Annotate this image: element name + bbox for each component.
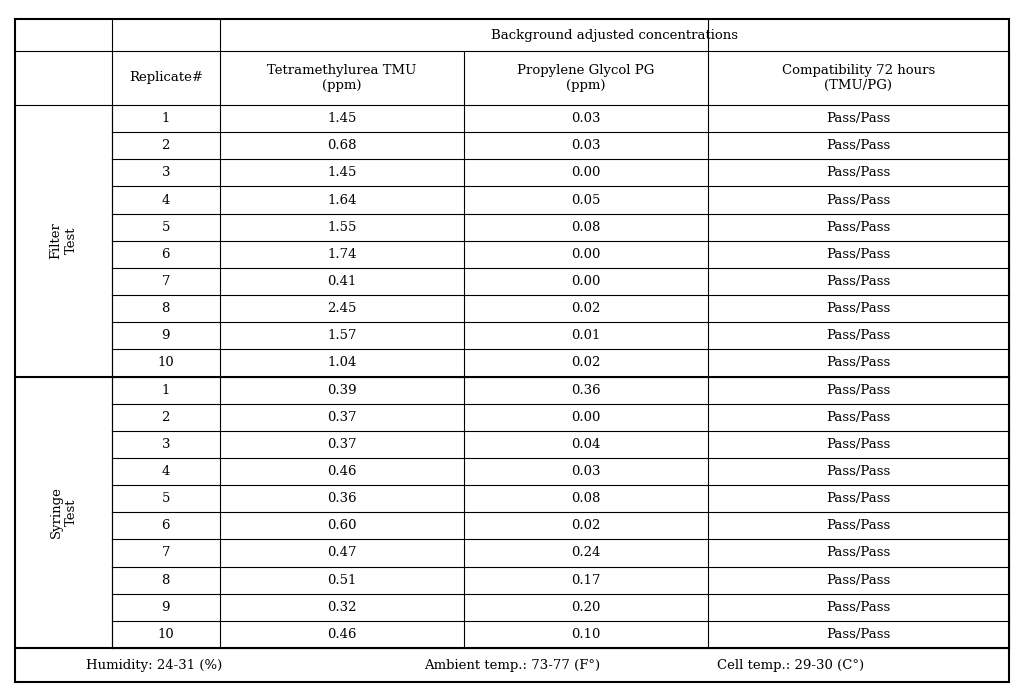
Text: Tetramethylurea TMU
(ppm): Tetramethylurea TMU (ppm) xyxy=(267,64,417,92)
Text: 0.04: 0.04 xyxy=(571,438,600,451)
Text: 10: 10 xyxy=(158,628,174,641)
Text: 1.04: 1.04 xyxy=(327,357,356,370)
Text: Replicate#: Replicate# xyxy=(129,72,203,84)
Text: 0.32: 0.32 xyxy=(327,600,356,614)
Text: Pass/Pass: Pass/Pass xyxy=(826,357,890,370)
Text: 0.51: 0.51 xyxy=(327,573,356,587)
Text: 0.00: 0.00 xyxy=(571,248,600,261)
Text: Pass/Pass: Pass/Pass xyxy=(826,275,890,288)
Text: 0.10: 0.10 xyxy=(571,628,600,641)
Text: Pass/Pass: Pass/Pass xyxy=(826,193,890,206)
Text: 0.02: 0.02 xyxy=(571,302,600,315)
Text: 1: 1 xyxy=(162,384,170,397)
Text: 6: 6 xyxy=(162,248,170,261)
Text: Ambient temp.: 73-77 (F°): Ambient temp.: 73-77 (F°) xyxy=(424,659,600,672)
Text: 4: 4 xyxy=(162,193,170,206)
Text: Filter
Test: Filter Test xyxy=(49,222,78,259)
Text: 0.00: 0.00 xyxy=(571,275,600,288)
Text: 0.41: 0.41 xyxy=(327,275,356,288)
Text: Pass/Pass: Pass/Pass xyxy=(826,411,890,424)
Text: 5: 5 xyxy=(162,221,170,234)
Text: 1: 1 xyxy=(162,112,170,125)
Text: Pass/Pass: Pass/Pass xyxy=(826,221,890,234)
Text: 0.39: 0.39 xyxy=(327,384,356,397)
Text: 0.36: 0.36 xyxy=(327,492,356,505)
Text: 1.55: 1.55 xyxy=(327,221,356,234)
Text: 3: 3 xyxy=(162,166,170,179)
Text: Pass/Pass: Pass/Pass xyxy=(826,248,890,261)
Text: Humidity: 24-31 (%): Humidity: 24-31 (%) xyxy=(86,659,222,672)
Text: 0.60: 0.60 xyxy=(327,519,356,532)
Text: 0.03: 0.03 xyxy=(571,465,600,478)
Text: Pass/Pass: Pass/Pass xyxy=(826,492,890,505)
Text: Pass/Pass: Pass/Pass xyxy=(826,166,890,179)
Text: 0.00: 0.00 xyxy=(571,166,600,179)
Text: Pass/Pass: Pass/Pass xyxy=(826,628,890,641)
Text: 8: 8 xyxy=(162,573,170,587)
Text: 2.45: 2.45 xyxy=(327,302,356,315)
Text: Pass/Pass: Pass/Pass xyxy=(826,112,890,125)
Text: 1.45: 1.45 xyxy=(327,166,356,179)
Text: 0.08: 0.08 xyxy=(571,492,600,505)
Text: 2: 2 xyxy=(162,411,170,424)
Text: Pass/Pass: Pass/Pass xyxy=(826,573,890,587)
Text: 7: 7 xyxy=(162,546,170,559)
Text: 2: 2 xyxy=(162,139,170,152)
Text: 0.36: 0.36 xyxy=(571,384,601,397)
Text: 1.64: 1.64 xyxy=(327,193,356,206)
Text: Background adjusted concentrations: Background adjusted concentrations xyxy=(490,28,737,42)
Text: Pass/Pass: Pass/Pass xyxy=(826,302,890,315)
Text: 9: 9 xyxy=(162,329,170,342)
Text: 0.00: 0.00 xyxy=(571,411,600,424)
Text: Pass/Pass: Pass/Pass xyxy=(826,384,890,397)
Text: 5: 5 xyxy=(162,492,170,505)
Text: 0.37: 0.37 xyxy=(327,411,356,424)
Text: 6: 6 xyxy=(162,519,170,532)
Text: Pass/Pass: Pass/Pass xyxy=(826,438,890,451)
Text: Pass/Pass: Pass/Pass xyxy=(826,600,890,614)
Text: 0.46: 0.46 xyxy=(327,628,356,641)
Text: 0.24: 0.24 xyxy=(571,546,600,559)
Text: Pass/Pass: Pass/Pass xyxy=(826,465,890,478)
Text: 1.57: 1.57 xyxy=(327,329,356,342)
Text: Cell temp.: 29-30 (C°): Cell temp.: 29-30 (C°) xyxy=(717,659,863,672)
Text: 8: 8 xyxy=(162,302,170,315)
Text: 1.74: 1.74 xyxy=(327,248,356,261)
Text: Compatibility 72 hours
(TMU/PG): Compatibility 72 hours (TMU/PG) xyxy=(781,64,935,92)
Text: 10: 10 xyxy=(158,357,174,370)
Text: 4: 4 xyxy=(162,465,170,478)
Text: 0.68: 0.68 xyxy=(327,139,356,152)
Text: 0.05: 0.05 xyxy=(571,193,600,206)
Text: 9: 9 xyxy=(162,600,170,614)
Text: Pass/Pass: Pass/Pass xyxy=(826,139,890,152)
Text: 0.08: 0.08 xyxy=(571,221,600,234)
Text: 3: 3 xyxy=(162,438,170,451)
Text: 1.45: 1.45 xyxy=(327,112,356,125)
Text: Pass/Pass: Pass/Pass xyxy=(826,519,890,532)
Text: 0.47: 0.47 xyxy=(327,546,356,559)
Text: 0.17: 0.17 xyxy=(571,573,600,587)
Text: 0.03: 0.03 xyxy=(571,112,600,125)
Text: 0.46: 0.46 xyxy=(327,465,356,478)
Text: 0.03: 0.03 xyxy=(571,139,600,152)
Text: 0.20: 0.20 xyxy=(571,600,600,614)
Text: Pass/Pass: Pass/Pass xyxy=(826,546,890,559)
Text: Propylene Glycol PG
(ppm): Propylene Glycol PG (ppm) xyxy=(517,64,654,92)
Text: Syringe
Test: Syringe Test xyxy=(49,486,78,538)
Text: 0.02: 0.02 xyxy=(571,519,600,532)
Text: 7: 7 xyxy=(162,275,170,288)
Text: 0.02: 0.02 xyxy=(571,357,600,370)
Text: Pass/Pass: Pass/Pass xyxy=(826,329,890,342)
Text: 0.01: 0.01 xyxy=(571,329,600,342)
Text: 0.37: 0.37 xyxy=(327,438,356,451)
